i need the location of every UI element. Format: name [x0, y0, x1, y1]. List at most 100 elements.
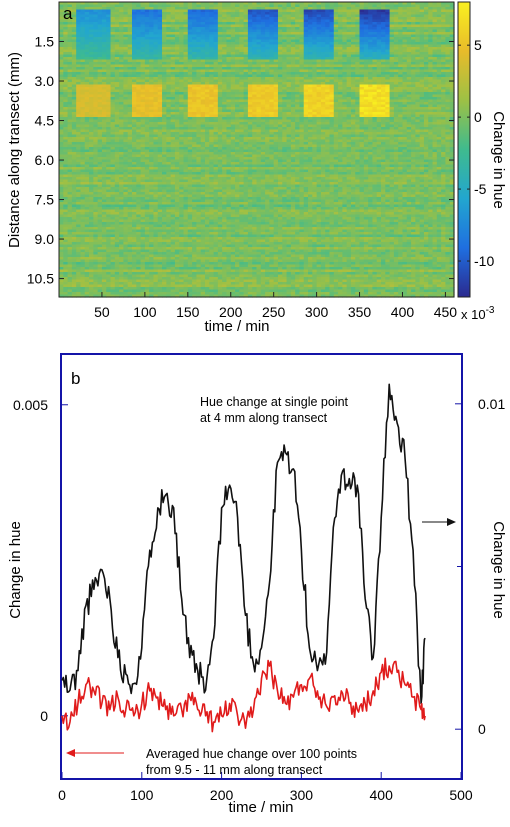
heatmap-cell — [381, 122, 386, 126]
heatmap-cell — [445, 69, 451, 73]
heatmap-cell — [320, 127, 326, 131]
heatmap-cell — [445, 129, 451, 133]
heatmap-cell — [131, 17, 137, 21]
heatmap-cell — [265, 99, 270, 103]
heatmap-cell — [282, 27, 288, 31]
heatmap-cell — [196, 54, 202, 58]
heatmap-cell — [308, 12, 313, 16]
heatmap-cell — [411, 112, 416, 116]
heatmap-cell — [329, 7, 335, 11]
heatmap-cell — [385, 124, 391, 128]
heatmap-cell — [217, 109, 223, 113]
heatmap-cell — [256, 122, 262, 126]
heatmap-cell — [144, 137, 150, 141]
heatmap-cell — [166, 42, 172, 46]
heatmap-cell — [239, 129, 245, 133]
heatmap-cell — [222, 122, 228, 126]
heatmap-cell — [333, 119, 339, 123]
heatmap-cell — [209, 42, 215, 46]
heatmap-cell — [71, 119, 77, 123]
heatmap-cell — [204, 47, 210, 51]
heatmap-cell — [290, 29, 296, 33]
heatmap-cell — [110, 64, 116, 68]
heatmap-cell — [217, 22, 223, 26]
heatmap-cell — [329, 84, 335, 88]
heatmap-cell — [428, 49, 434, 53]
heatmap-cell — [101, 104, 107, 108]
heatmap-cell — [97, 117, 103, 121]
heatmap-cell — [269, 122, 275, 126]
heatmap-cell — [368, 99, 374, 103]
heatmap-cell — [204, 29, 210, 33]
heatmap-cell — [286, 54, 292, 58]
heatmap-cell — [149, 119, 155, 123]
heatmap-cell — [204, 102, 210, 106]
heatmap-cell — [67, 124, 73, 128]
heatmap-cell — [76, 97, 82, 101]
heatmap-cell — [415, 109, 421, 113]
heatmap-cell — [355, 22, 361, 26]
heatmap-cell — [363, 14, 369, 18]
heatmap-cell — [114, 57, 120, 61]
heatmap-cell — [170, 19, 176, 23]
heatmap-cell — [290, 39, 296, 43]
heatmap-cell — [144, 84, 150, 88]
heatmap-cell — [162, 92, 167, 96]
heatmap-cell — [179, 39, 185, 43]
heatmap-cell — [93, 82, 99, 86]
heatmap-cell — [308, 2, 313, 6]
heatmap-cell — [411, 54, 416, 58]
heatmap-cell — [101, 12, 107, 16]
heatmap-cell — [80, 77, 86, 81]
heatmap-cell — [157, 42, 163, 46]
heatmap-cell — [423, 42, 429, 46]
heatmap-cell — [308, 127, 313, 131]
heatmap-cell — [80, 107, 86, 111]
heatmap-cell — [428, 87, 434, 91]
heatmap-cell — [329, 54, 335, 58]
heatmap-cell — [282, 117, 288, 121]
heatmap-cell — [183, 49, 189, 53]
heatmap-cell — [385, 117, 391, 121]
heatmap-cell — [406, 34, 412, 38]
heatmap-cell — [449, 29, 455, 33]
heatmap-cell — [149, 79, 155, 83]
heatmap-cell — [277, 17, 283, 21]
heatmap-cell — [368, 32, 374, 36]
heatmap-cell — [209, 82, 215, 86]
heatmap-cell — [320, 77, 326, 81]
heatmap-cell — [76, 109, 82, 113]
heatmap-cell — [226, 107, 232, 111]
heatmap-cell — [80, 84, 86, 88]
heatmap-cell — [222, 104, 228, 108]
heatmap-cell — [320, 134, 326, 138]
heatmap-cell — [153, 22, 159, 26]
heatmap-cell — [76, 84, 82, 88]
heatmap-cell — [127, 62, 133, 66]
heatmap-cell — [153, 122, 159, 126]
heatmap-cell — [295, 102, 301, 106]
heatmap-cell — [200, 107, 206, 111]
heatmap-cell — [432, 57, 438, 61]
heatmap-cell — [445, 17, 451, 21]
heatmap-cell — [166, 7, 172, 11]
heatmap-cell — [419, 9, 425, 13]
heatmap-cell — [393, 17, 399, 21]
heatmap-cell — [140, 44, 146, 48]
heatmap-cell — [423, 64, 429, 68]
heatmap-cell — [209, 69, 215, 73]
heatmap-cell — [260, 92, 266, 96]
heatmap-cell — [131, 104, 137, 108]
heatmap-cell — [162, 107, 167, 111]
heatmap-cell — [84, 39, 90, 43]
heatmap-cell — [419, 52, 425, 56]
heatmap-cell — [277, 59, 283, 63]
heatmap-cell — [376, 24, 382, 28]
heatmap-cell — [286, 99, 292, 103]
heatmap-cell — [363, 92, 369, 96]
heatmap-cell — [80, 114, 86, 118]
heatmap-cell — [346, 27, 352, 31]
heatmap-cell — [269, 117, 275, 121]
heatmap-cell — [376, 127, 382, 131]
heatmap-cell — [329, 92, 335, 96]
